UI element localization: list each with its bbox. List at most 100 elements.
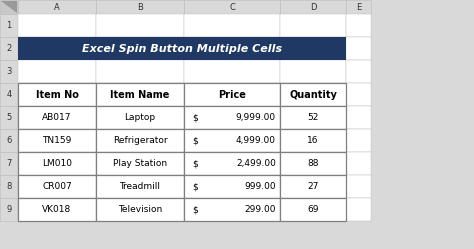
- Bar: [96, 83, 184, 106]
- Bar: [184, 106, 280, 129]
- Bar: [346, 14, 371, 37]
- Bar: [346, 37, 371, 60]
- Bar: [96, 14, 184, 37]
- Bar: [18, 37, 346, 60]
- Bar: [346, 129, 371, 152]
- Text: Television: Television: [118, 205, 162, 214]
- Text: 9: 9: [6, 205, 12, 214]
- Text: Laptop: Laptop: [125, 113, 155, 122]
- Bar: [280, 106, 346, 129]
- Bar: [280, 37, 346, 60]
- Bar: [0, 60, 18, 83]
- Bar: [0, 14, 18, 37]
- Bar: [280, 14, 346, 37]
- Bar: [96, 129, 184, 152]
- Text: $: $: [192, 159, 198, 168]
- Bar: [18, 14, 96, 37]
- Text: $: $: [192, 113, 198, 122]
- Text: 16: 16: [307, 136, 319, 145]
- Bar: [184, 37, 280, 60]
- Text: Item Name: Item Name: [110, 89, 170, 100]
- Bar: [280, 129, 346, 152]
- Text: VK018: VK018: [42, 205, 72, 214]
- Text: 88: 88: [307, 159, 319, 168]
- Polygon shape: [1, 1, 17, 13]
- Bar: [96, 198, 184, 221]
- Text: 1: 1: [6, 21, 12, 30]
- Bar: [346, 0, 371, 14]
- Bar: [18, 152, 96, 175]
- Bar: [0, 0, 474, 14]
- Bar: [18, 198, 96, 221]
- Bar: [0, 0, 18, 249]
- Bar: [280, 83, 346, 106]
- Bar: [0, 152, 18, 175]
- Text: Play Station: Play Station: [113, 159, 167, 168]
- Bar: [280, 60, 346, 83]
- Bar: [280, 198, 346, 221]
- Bar: [18, 129, 96, 152]
- Text: Price: Price: [218, 89, 246, 100]
- Bar: [184, 198, 280, 221]
- Bar: [0, 129, 18, 152]
- Text: 69: 69: [307, 205, 319, 214]
- Bar: [18, 37, 96, 60]
- Text: Excel Spin Button Multiple Cells: Excel Spin Button Multiple Cells: [82, 44, 282, 54]
- Text: Item No: Item No: [36, 89, 78, 100]
- Bar: [184, 175, 280, 198]
- Bar: [346, 198, 371, 221]
- Bar: [0, 83, 18, 106]
- Bar: [18, 175, 96, 198]
- Text: LM010: LM010: [42, 159, 72, 168]
- Bar: [280, 175, 346, 198]
- Bar: [184, 129, 280, 152]
- Bar: [346, 60, 371, 83]
- Bar: [0, 198, 18, 221]
- Bar: [184, 198, 280, 221]
- Bar: [18, 106, 96, 129]
- Text: 4,999.00: 4,999.00: [236, 136, 276, 145]
- Text: D: D: [310, 2, 316, 11]
- Bar: [184, 0, 280, 14]
- Bar: [96, 152, 184, 175]
- Bar: [184, 14, 280, 37]
- Bar: [96, 37, 184, 60]
- Bar: [280, 198, 346, 221]
- Bar: [346, 83, 371, 106]
- Bar: [280, 152, 346, 175]
- Text: $: $: [192, 136, 198, 145]
- Text: C: C: [229, 2, 235, 11]
- Text: 7: 7: [6, 159, 12, 168]
- Bar: [18, 106, 96, 129]
- Bar: [96, 83, 184, 106]
- Bar: [280, 0, 346, 14]
- Text: 52: 52: [307, 113, 319, 122]
- Bar: [0, 106, 18, 129]
- Bar: [96, 175, 184, 198]
- Text: Treadmill: Treadmill: [119, 182, 161, 191]
- Text: E: E: [356, 2, 361, 11]
- Bar: [184, 83, 280, 106]
- Bar: [184, 175, 280, 198]
- Bar: [0, 175, 18, 198]
- Bar: [184, 60, 280, 83]
- Bar: [280, 106, 346, 129]
- Bar: [96, 175, 184, 198]
- Text: 9,999.00: 9,999.00: [236, 113, 276, 122]
- Text: 299.00: 299.00: [245, 205, 276, 214]
- Bar: [184, 106, 280, 129]
- Text: $: $: [192, 205, 198, 214]
- Bar: [280, 152, 346, 175]
- Text: Refrigerator: Refrigerator: [113, 136, 167, 145]
- Bar: [346, 152, 371, 175]
- Text: TN159: TN159: [42, 136, 72, 145]
- Text: B: B: [137, 2, 143, 11]
- Bar: [346, 175, 371, 198]
- Bar: [18, 0, 96, 14]
- Bar: [280, 83, 346, 106]
- Text: 4: 4: [6, 90, 12, 99]
- Text: AB017: AB017: [42, 113, 72, 122]
- Bar: [96, 106, 184, 129]
- Bar: [184, 129, 280, 152]
- Text: A: A: [54, 2, 60, 11]
